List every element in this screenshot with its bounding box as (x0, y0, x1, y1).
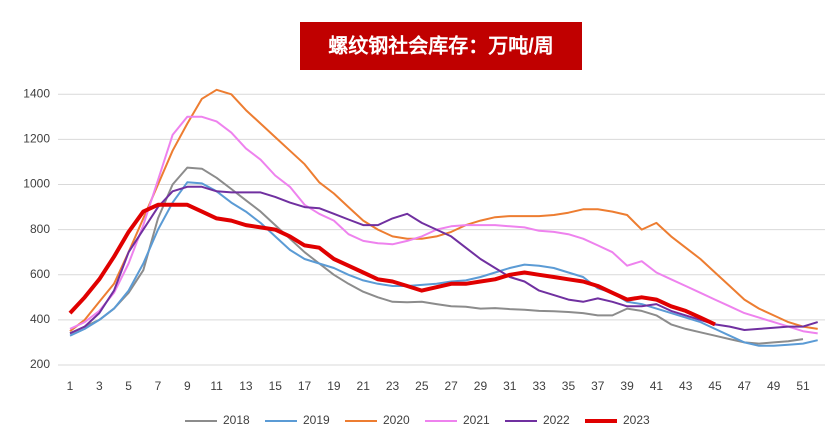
x-tick-label: 17 (298, 379, 312, 393)
legend-label: 2020 (383, 413, 410, 427)
y-tick-label: 800 (30, 222, 50, 236)
x-tick-label: 13 (239, 379, 253, 393)
y-tick-label: 200 (30, 357, 50, 371)
x-tick-label: 9 (184, 379, 191, 393)
x-tick-label: 1 (67, 379, 74, 393)
y-tick-label: 600 (30, 267, 50, 281)
x-tick-label: 41 (650, 379, 664, 393)
series-line (69, 181, 818, 347)
x-tick-label: 35 (562, 379, 576, 393)
legend-label: 2022 (543, 413, 570, 427)
x-tick-label: 23 (386, 379, 400, 393)
y-tick-label: 1000 (23, 177, 50, 191)
series-line (69, 166, 804, 345)
x-tick-label: 27 (444, 379, 458, 393)
chart-title: 螺纹钢社会库存：万吨/周 (328, 33, 554, 57)
x-tick-label: 45 (708, 379, 722, 393)
series-line (69, 185, 818, 335)
x-tick-label: 25 (415, 379, 429, 393)
x-tick-label: 21 (357, 379, 371, 393)
legend-label: 2023 (623, 413, 650, 427)
title-box (300, 22, 582, 70)
x-tick-label: 47 (738, 379, 752, 393)
x-tick-label: 7 (155, 379, 162, 393)
y-tick-label: 400 (30, 312, 50, 326)
y-tick-label: 1400 (23, 86, 50, 100)
x-tick-label: 31 (503, 379, 517, 393)
x-tick-label: 37 (591, 379, 605, 393)
x-tick-label: 49 (767, 379, 781, 393)
x-tick-label: 5 (125, 379, 132, 393)
x-tick-label: 11 (210, 379, 223, 393)
legend-label: 2021 (463, 413, 490, 427)
x-tick-label: 29 (474, 379, 488, 393)
x-tick-label: 19 (327, 379, 341, 393)
series-line (68, 202, 716, 327)
x-tick-label: 15 (269, 379, 283, 393)
series-line (69, 115, 818, 335)
legend-label: 2019 (303, 413, 330, 427)
x-tick-label: 43 (679, 379, 693, 393)
x-tick-label: 39 (620, 379, 634, 393)
x-tick-label: 3 (96, 379, 103, 393)
legend-label: 2018 (223, 413, 250, 427)
x-tick-label: 51 (796, 379, 810, 393)
series-line (69, 88, 818, 332)
x-tick-label: 33 (532, 379, 546, 393)
y-tick-label: 1200 (23, 132, 50, 146)
